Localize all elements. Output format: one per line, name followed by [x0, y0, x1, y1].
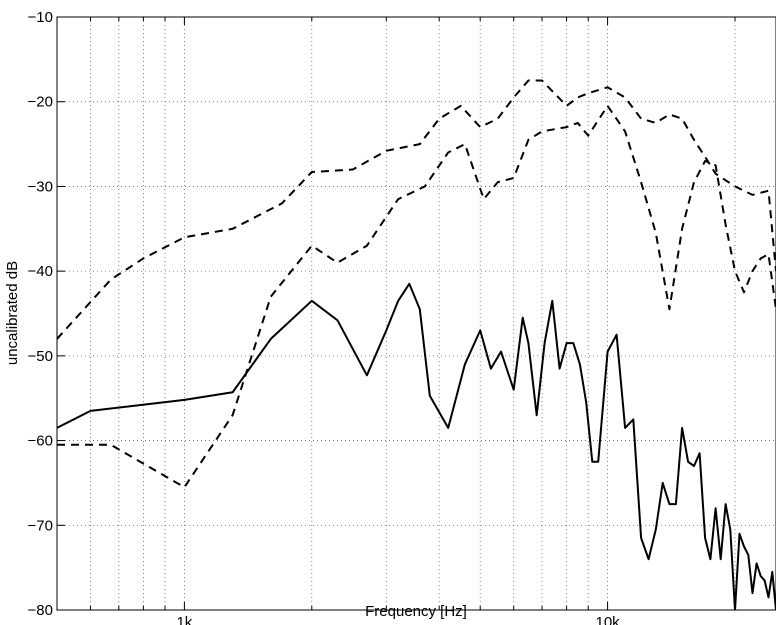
y-tick-label: −40 — [28, 263, 53, 280]
y-tick-label: −50 — [28, 348, 53, 365]
ticks: −10 −20 −30 −40 −50 −60 −70 −80 1k 10k — [28, 9, 736, 625]
y-tick-label: −70 — [28, 517, 53, 534]
y-tick-label: −10 — [28, 9, 53, 26]
y-tick-label: −30 — [28, 178, 53, 195]
grid-lines — [57, 17, 776, 610]
x-tick-label: 1k — [176, 614, 192, 625]
series-line-3-solid — [57, 282, 776, 610]
series-line-1-dashed — [57, 79, 776, 340]
y-axis-label: uncalibrated dB — [4, 261, 21, 365]
y-tick-label: −80 — [28, 602, 53, 619]
y-tick-label: −20 — [28, 94, 53, 111]
x-tick-label: 10k — [595, 614, 620, 625]
y-tick-label: −60 — [28, 433, 53, 450]
series-line-2-dashed — [57, 104, 776, 489]
plot-frame — [56, 16, 776, 611]
x-axis-label: Frequency [Hz] — [365, 603, 467, 620]
series-layer — [57, 79, 776, 610]
